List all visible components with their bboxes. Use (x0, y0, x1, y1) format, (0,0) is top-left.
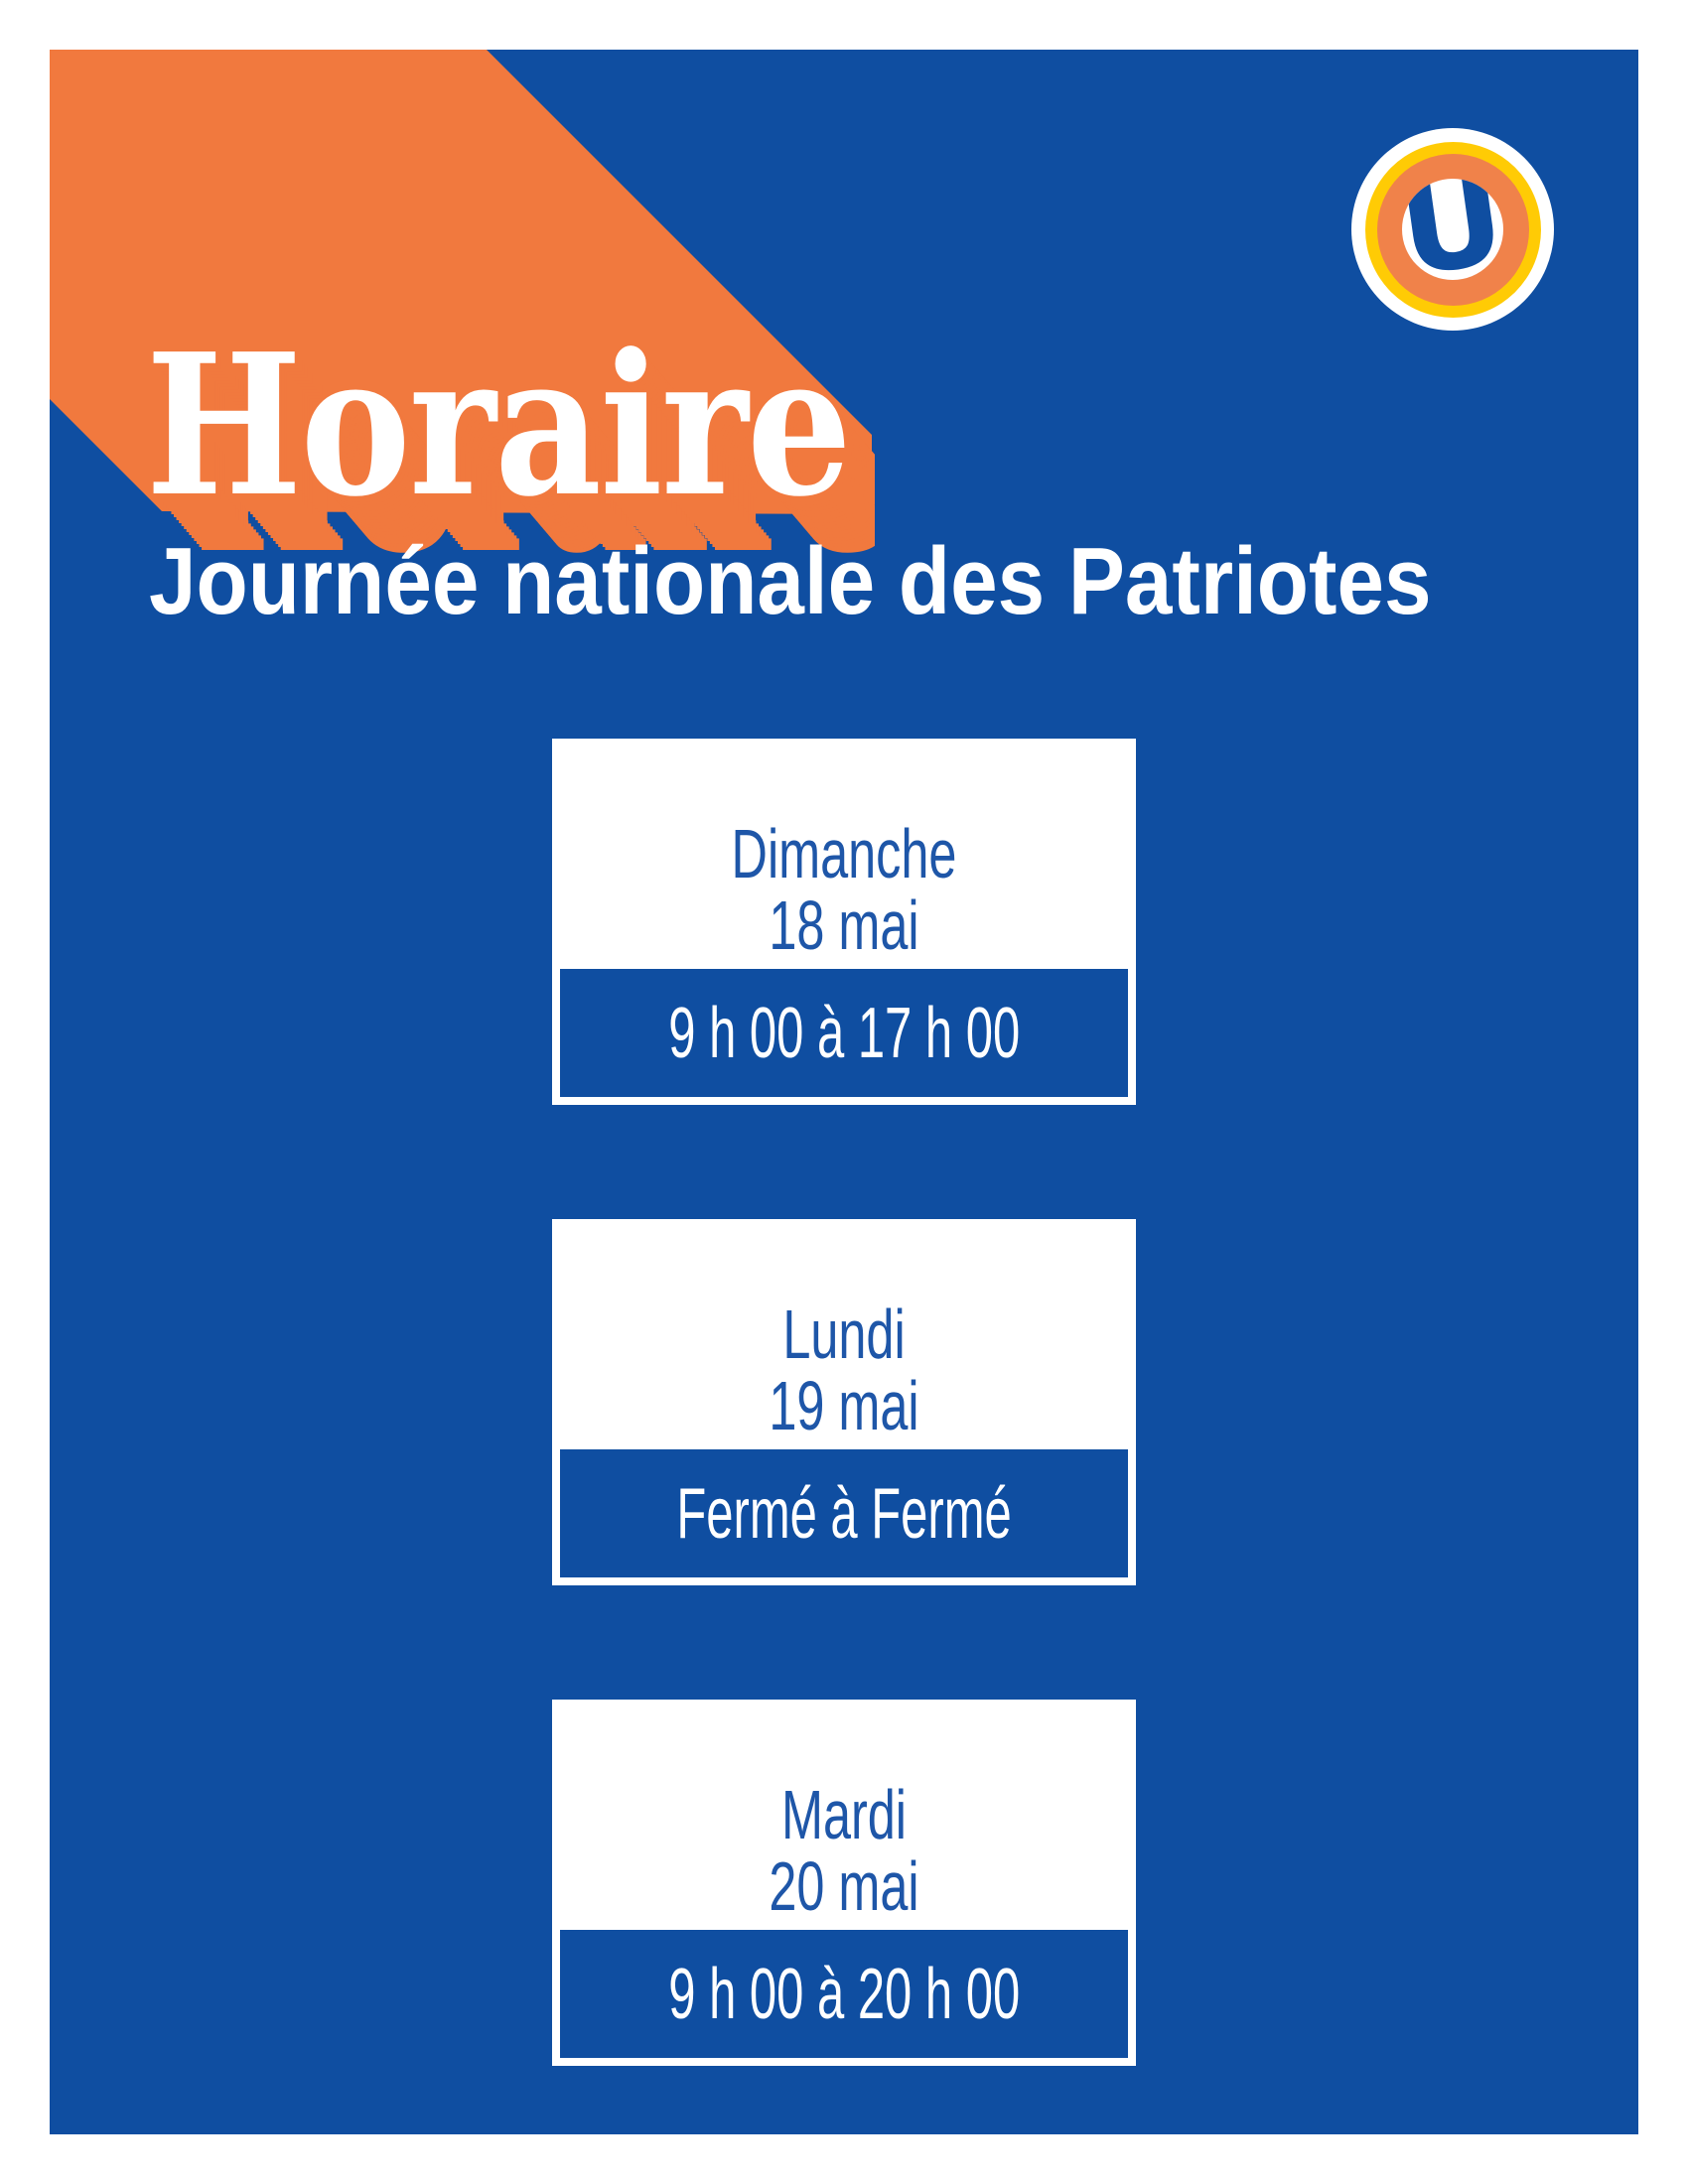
u-logo-yellow-ring: U (1364, 141, 1541, 318)
u-logo: U (1351, 128, 1554, 331)
schedule-card-monday: Lundi 19 mai Fermé à Fermé (552, 1219, 1136, 1585)
page-subtitle: Journée nationale des Patriotes (149, 528, 1432, 634)
day-date: 20 mai (769, 1847, 919, 1925)
day-name: Dimanche (731, 815, 957, 892)
u-logo-disc: U (1402, 179, 1503, 280)
u-logo-letter: U (1402, 179, 1503, 280)
hours-text: 9 h 00 à 20 h 00 (668, 1954, 1020, 2034)
schedule-card-sunday: Dimanche 18 mai 9 h 00 à 17 h 00 (552, 739, 1136, 1105)
title-shadow-clip: Horaire (139, 321, 875, 585)
hours-bar: 9 h 00 à 20 h 00 (560, 1930, 1128, 2058)
hours-bar: Fermé à Fermé (560, 1449, 1128, 1577)
hours-bar: 9 h 00 à 17 h 00 (560, 969, 1128, 1097)
page-title: Horaire (145, 321, 852, 540)
hours-text: 9 h 00 à 17 h 00 (668, 993, 1020, 1073)
u-logo-orange-ring: U (1376, 153, 1529, 306)
day-date: 19 mai (769, 1367, 919, 1444)
day-label-area: Lundi 19 mai (552, 1219, 1136, 1449)
day-date: 18 mai (769, 887, 919, 964)
schedule-card-tuesday: Mardi 20 mai 9 h 00 à 20 h 00 (552, 1700, 1136, 2066)
day-name: Mardi (780, 1776, 908, 1853)
day-name: Lundi (782, 1296, 906, 1373)
day-label-area: Dimanche 18 mai (552, 739, 1136, 969)
hours-text: Fermé à Fermé (676, 1473, 1012, 1554)
day-label-area: Mardi 20 mai (552, 1700, 1136, 1930)
